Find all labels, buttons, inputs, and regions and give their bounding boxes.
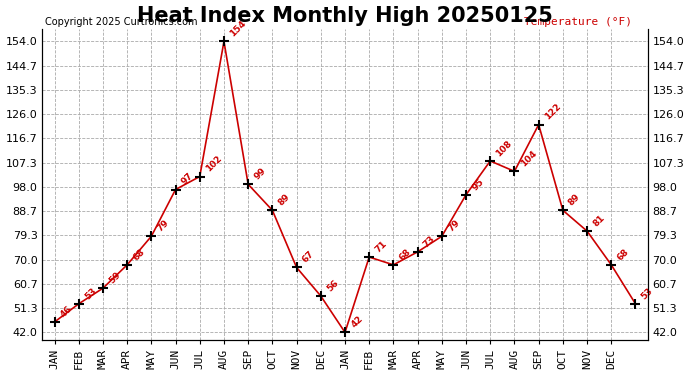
Text: 108: 108 [495,139,514,158]
Text: 68: 68 [615,247,631,262]
Text: 68: 68 [397,247,413,262]
Text: 99: 99 [253,166,268,182]
Text: Temperature (°F): Temperature (°F) [524,17,633,27]
Text: 46: 46 [59,304,74,319]
Text: 71: 71 [373,239,388,254]
Text: 89: 89 [277,192,292,207]
Text: 53: 53 [83,286,98,301]
Text: 56: 56 [325,278,340,293]
Text: 81: 81 [591,213,607,228]
Text: 89: 89 [567,192,582,207]
Text: 104: 104 [519,149,538,169]
Text: 68: 68 [131,247,146,262]
Text: 53: 53 [640,286,655,301]
Text: 79: 79 [155,218,171,234]
Text: 79: 79 [446,218,462,234]
Text: Copyright 2025 Curtronics.com: Copyright 2025 Curtronics.com [46,17,198,27]
Text: 42: 42 [349,314,364,330]
Text: 122: 122 [543,102,562,122]
Text: 95: 95 [470,177,486,192]
Text: 102: 102 [204,154,224,174]
Text: 67: 67 [301,249,316,265]
Text: 97: 97 [179,171,195,187]
Text: 73: 73 [422,234,437,249]
Title: Heat Index Monthly High 20250125: Heat Index Monthly High 20250125 [137,6,553,26]
Text: 154: 154 [228,19,248,39]
Text: 59: 59 [107,270,122,285]
